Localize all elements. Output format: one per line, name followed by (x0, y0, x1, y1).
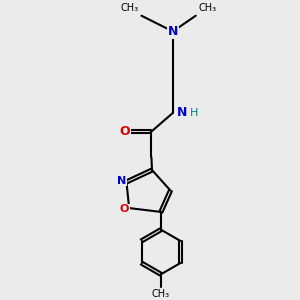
Text: O: O (119, 125, 130, 138)
Text: CH₃: CH₃ (152, 289, 170, 298)
Text: O: O (119, 205, 129, 214)
Text: N: N (168, 25, 178, 38)
Text: N: N (177, 106, 188, 119)
Text: H: H (190, 108, 198, 118)
Text: CH₃: CH₃ (120, 3, 139, 14)
Text: N: N (117, 176, 126, 185)
Text: CH₃: CH₃ (199, 3, 217, 14)
